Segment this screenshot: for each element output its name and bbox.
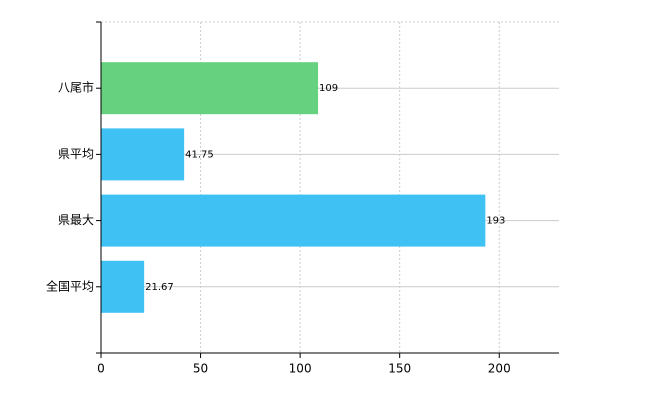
y-tick-label: 全国平均 — [46, 278, 94, 293]
x-tick-label: 200 — [488, 362, 511, 376]
bar — [101, 194, 486, 247]
x-tick-label: 100 — [289, 362, 312, 376]
y-tick-label: 八尾市 — [58, 80, 94, 95]
x-tick-label: 50 — [193, 362, 208, 376]
bar — [101, 128, 185, 181]
value-label: 109 — [319, 83, 338, 94]
y-tick-label: 県平均 — [58, 147, 94, 161]
value-label: 21.67 — [145, 282, 174, 293]
value-label: 41.75 — [185, 149, 214, 160]
x-tick-label: 0 — [97, 362, 105, 376]
value-label: 193 — [486, 216, 505, 227]
x-tick-label: 150 — [388, 362, 411, 376]
bar — [101, 62, 319, 115]
y-tick-label: 県最大 — [58, 213, 94, 227]
bar — [101, 260, 145, 313]
